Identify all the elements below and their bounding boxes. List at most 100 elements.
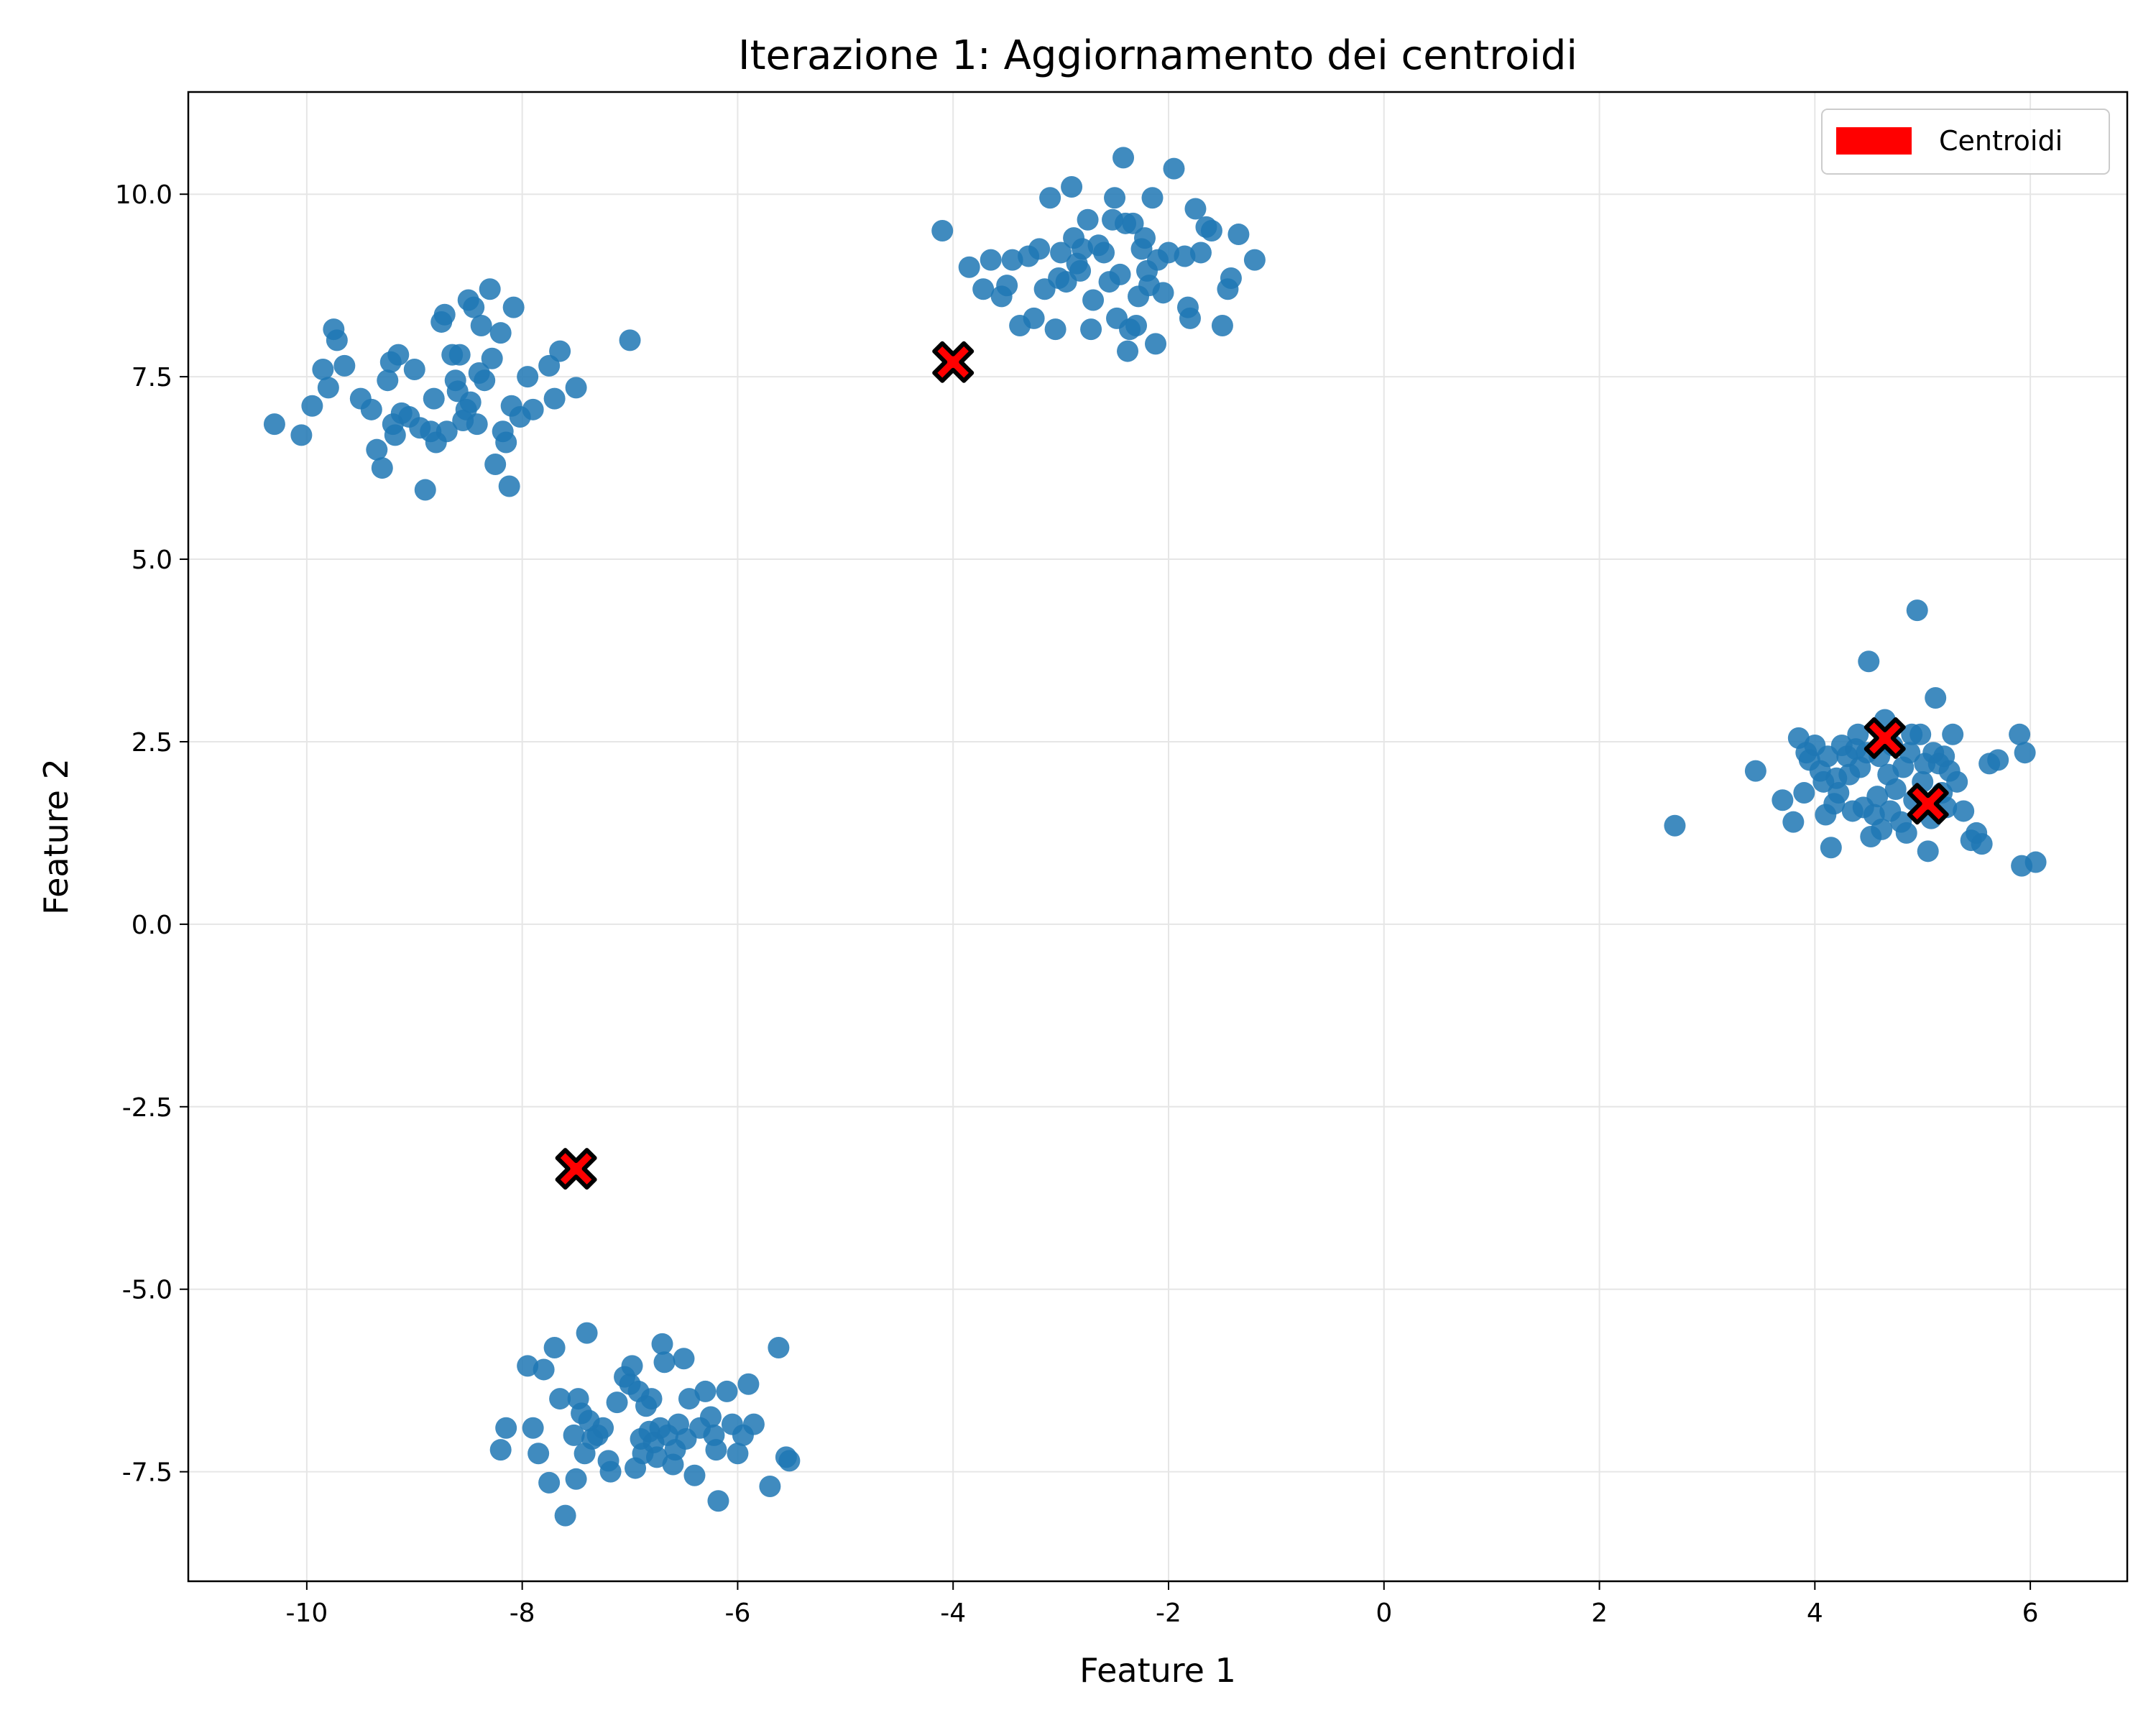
data-point bbox=[1953, 800, 1975, 822]
data-point bbox=[1104, 187, 1126, 209]
centroid-marker bbox=[932, 341, 975, 383]
data-point bbox=[683, 1464, 706, 1486]
data-point bbox=[1200, 219, 1222, 242]
data-point bbox=[1093, 242, 1115, 264]
data-point bbox=[2024, 851, 2047, 873]
x-tick-label: -6 bbox=[724, 1598, 750, 1628]
data-point bbox=[549, 340, 571, 362]
data-point bbox=[387, 344, 410, 366]
data-points bbox=[263, 147, 2047, 1527]
data-point bbox=[554, 1504, 576, 1527]
data-point bbox=[1157, 242, 1179, 264]
data-point bbox=[470, 315, 492, 337]
data-point bbox=[1023, 307, 1045, 329]
data-point bbox=[459, 391, 482, 413]
data-point bbox=[317, 377, 339, 399]
x-tick-label: 2 bbox=[1591, 1598, 1608, 1628]
data-point bbox=[1072, 238, 1094, 260]
centroid-marker bbox=[1864, 717, 1906, 759]
data-point bbox=[1744, 760, 1766, 782]
data-point bbox=[705, 1439, 727, 1461]
data-point bbox=[1061, 176, 1083, 198]
data-point bbox=[290, 424, 313, 446]
legend-label: Centroidi bbox=[1939, 125, 2063, 157]
data-point bbox=[479, 278, 501, 300]
data-point bbox=[366, 438, 388, 461]
centroid-marker bbox=[555, 1148, 597, 1190]
data-point bbox=[1152, 282, 1174, 304]
data-point bbox=[1134, 227, 1156, 249]
y-tick-label: 2.5 bbox=[132, 728, 172, 758]
data-point bbox=[1793, 782, 1815, 804]
data-point bbox=[1189, 242, 1212, 264]
data-point bbox=[1664, 814, 1686, 837]
data-point bbox=[1069, 259, 1092, 282]
data-point bbox=[1039, 187, 1061, 209]
data-point bbox=[1971, 833, 1993, 855]
data-point bbox=[716, 1380, 738, 1402]
data-point bbox=[360, 398, 382, 420]
data-point bbox=[1828, 782, 1850, 804]
data-point bbox=[433, 303, 456, 326]
data-point bbox=[1866, 786, 1889, 808]
data-point bbox=[1211, 315, 1233, 337]
data-point bbox=[1917, 840, 1939, 862]
data-point bbox=[301, 395, 323, 417]
data-point bbox=[543, 387, 566, 410]
data-point bbox=[1077, 208, 1099, 231]
data-point bbox=[495, 431, 517, 454]
data-point bbox=[565, 377, 587, 399]
data-point bbox=[1044, 318, 1067, 341]
data-point bbox=[481, 347, 503, 369]
data-point bbox=[1772, 789, 1794, 811]
chart-title: Iterazione 1: Aggiornamento dei centroid… bbox=[738, 32, 1577, 79]
data-point bbox=[1220, 267, 1242, 289]
data-point bbox=[1050, 242, 1072, 264]
data-point bbox=[1243, 249, 1266, 271]
data-point bbox=[1080, 318, 1102, 341]
data-point bbox=[384, 424, 406, 446]
data-point bbox=[742, 1413, 765, 1435]
data-point bbox=[333, 354, 356, 377]
x-tick-label: -10 bbox=[285, 1598, 328, 1628]
centroid-marker bbox=[1907, 783, 1949, 825]
data-point bbox=[1141, 187, 1164, 209]
plot-frame bbox=[187, 91, 2129, 1583]
x-tick-label: -4 bbox=[940, 1598, 966, 1628]
data-point bbox=[1847, 723, 1869, 745]
data-point bbox=[1082, 289, 1105, 311]
legend-swatch bbox=[1836, 127, 1912, 155]
data-point bbox=[621, 1355, 643, 1377]
data-point bbox=[1820, 837, 1842, 859]
data-point bbox=[576, 1322, 598, 1344]
data-point bbox=[619, 329, 641, 351]
data-point bbox=[377, 369, 399, 392]
y-tick-label: 5.0 bbox=[132, 546, 172, 575]
y-tick-label: 7.5 bbox=[132, 363, 172, 392]
y-axis-label: Feature 2 bbox=[37, 758, 75, 915]
data-point bbox=[1987, 749, 2009, 771]
data-point bbox=[1909, 723, 1932, 745]
data-point bbox=[489, 322, 512, 344]
data-point bbox=[495, 1417, 517, 1439]
x-axis-label: Feature 1 bbox=[1079, 1651, 1236, 1690]
data-point bbox=[759, 1475, 781, 1497]
data-point bbox=[606, 1392, 628, 1414]
data-point bbox=[517, 1355, 539, 1377]
x-axis: -10 -8 -6 -4 -2 0 2 4 6 bbox=[285, 1581, 2039, 1628]
data-point bbox=[646, 1446, 668, 1468]
data-point bbox=[707, 1490, 729, 1512]
centroid-markers bbox=[555, 341, 1949, 1190]
y-tick-label: -2.5 bbox=[122, 1093, 172, 1123]
data-point bbox=[1925, 687, 1947, 709]
data-point bbox=[1884, 778, 1907, 800]
data-point bbox=[778, 1450, 801, 1472]
data-point bbox=[312, 358, 334, 380]
data-point bbox=[958, 256, 980, 278]
x-tick-label: -8 bbox=[510, 1598, 535, 1628]
data-point bbox=[502, 296, 525, 318]
data-point bbox=[466, 413, 488, 436]
legend-box bbox=[1821, 109, 2110, 175]
